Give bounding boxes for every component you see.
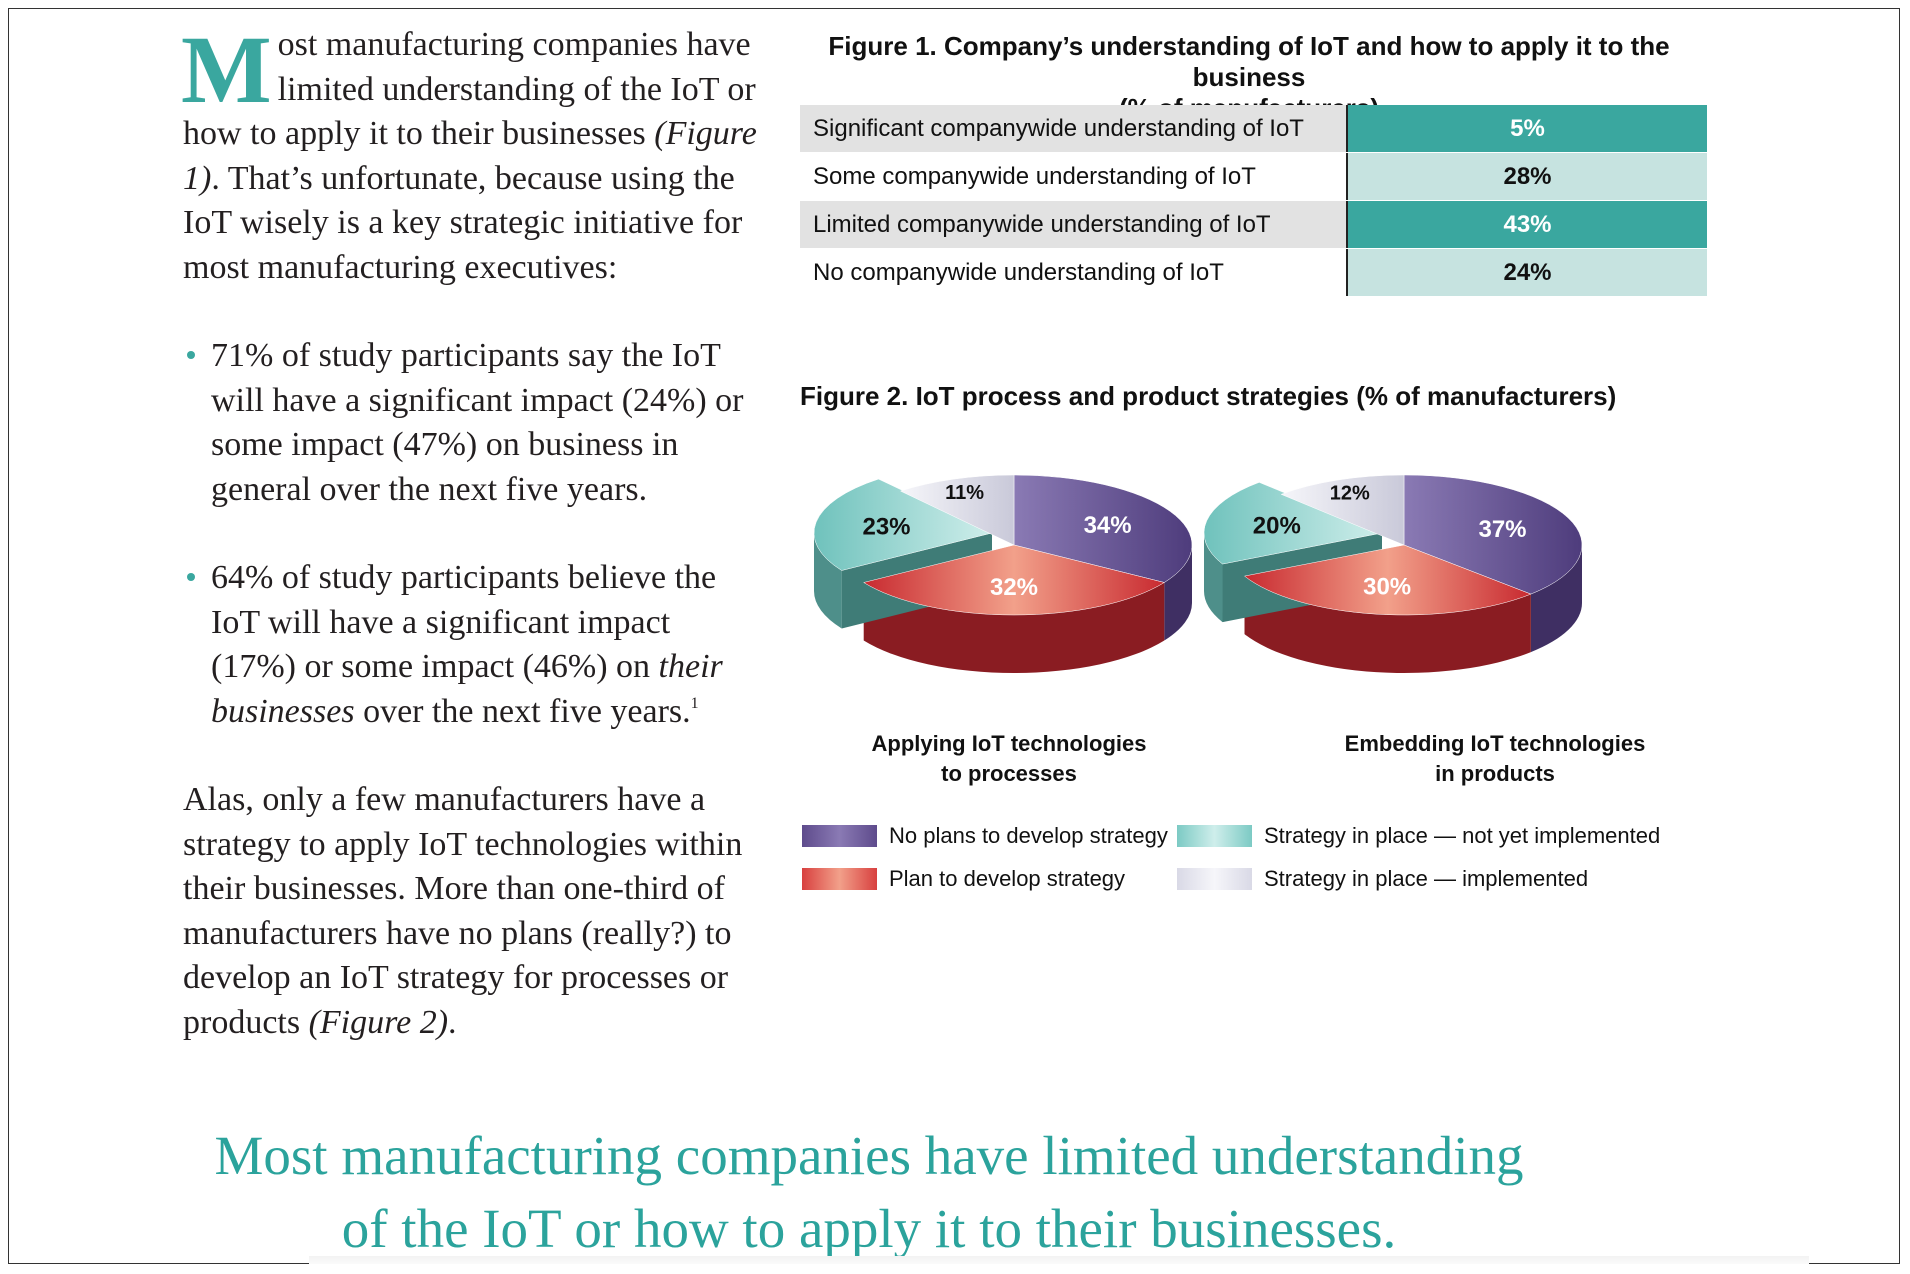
row-value: 28% [1348,153,1707,200]
pie-caption-products: Embedding IoT technologies in products [1315,729,1675,789]
row-label: Significant companywide understanding of… [800,105,1346,152]
table-row: Significant companywide understanding of… [800,105,1707,152]
footnote-marker: 1 [690,694,699,712]
bullet-text-end: over the next five years. [354,692,691,730]
legend-swatch-red [802,868,877,890]
figure-2-legend: No plans to develop strategy Strategy in… [802,823,1702,903]
pie-chart-products: 37% 30% 20% 12% [1203,474,1583,673]
pie-caption-processes: Applying IoT technologies to processes [829,729,1189,789]
legend-label: Strategy in place — implemented [1264,866,1589,891]
column-divider [1346,105,1348,152]
bullet-dot-icon [187,351,195,359]
legend-swatch-teal [1177,825,1252,847]
pie-label-red: 30% [1363,573,1411,600]
intro-text-start: ost manufacturing companies have limited… [183,26,756,152]
bullet-item: 71% of study participants say the IoT wi… [183,334,763,512]
pull-quote-line2: of the IoT or how to apply it to their b… [341,1198,1397,1259]
bottom-shadow [309,1256,1809,1264]
pie-caption-line1: Embedding IoT technologies [1344,731,1646,756]
bullet-text-start: 64% of study participants believe the Io… [211,559,717,685]
figure-2-reference: (Figure 2) [308,1003,449,1041]
pie-slice-teal [1203,482,1383,565]
pie-label-teal: 20% [1253,513,1301,540]
pie-label-purple: 34% [1084,512,1132,539]
row-value: 24% [1348,249,1707,296]
pie-label-purple: 37% [1478,516,1526,543]
column-divider [1346,249,1348,296]
pie-caption-line1: Applying IoT technologies [871,731,1147,756]
pie-slice-purple [1403,474,1583,595]
figure-2-title: Figure 2. IoT process and product strate… [800,381,1617,411]
pie-slice-teal [813,478,993,571]
pie-side-red [863,582,1165,673]
legend-swatch-purple [802,825,877,847]
figure-2-pie-charts: 34% 32% 23% 11% 37% 30% 20% 12% [813,474,1583,673]
row-label: Some companywide understanding of IoT [800,153,1346,200]
row-label: No companywide understanding of IoT [800,249,1346,296]
closing-text-start: Alas, only a few manufacturers have a st… [183,781,743,1041]
intro-text-end: . That’s unfortunate, because using the … [183,159,743,286]
pie-slice-red [863,544,1165,616]
pie-slice-red [1243,544,1532,616]
pie-label-teal: 23% [862,513,910,540]
drop-cap: M [181,16,272,123]
pie-caption-line2: in products [1435,761,1555,786]
pie-side-teal [1204,533,1223,623]
legend-swatch-grey [1177,868,1252,890]
bullet-dot-icon [187,573,195,581]
pie-slice-grey [1280,474,1405,546]
pie-caption-line2: to processes [941,761,1077,786]
pie-label-red: 32% [990,574,1038,601]
pie-chart-processes: 34% 32% 23% 11% [813,474,1193,673]
closing-text-end: . [448,1003,457,1041]
legend-label: Plan to develop strategy [889,866,1126,891]
legend-item: No plans to develop strategy [802,823,1168,849]
pie-label-grey: 12% [1330,483,1370,505]
pie-label-grey: 11% [945,482,984,504]
bullet-text: 71% of study participants say the IoT wi… [211,337,744,508]
row-value: 43% [1348,201,1707,248]
pie-side-purple [1530,545,1582,653]
figure-1-table: Significant companywide understanding of… [800,105,1707,297]
bullet-emphasis: their businesses [211,648,723,730]
column-divider [1346,201,1348,248]
pie-side-red [1244,576,1531,673]
pull-quote: Most manufacturing companies have limite… [9,1119,1729,1265]
legend-item: Strategy in place — implemented [1177,866,1588,892]
pull-quote-line1: Most manufacturing companies have limite… [214,1125,1524,1186]
pie-side-teal [814,533,842,629]
bullet-item: 64% of study participants believe the Io… [183,556,763,734]
figure-1-title-line1: Figure 1. Company’s understanding of IoT… [828,31,1670,92]
table-row: Some companywide understanding of IoT 28… [800,153,1707,200]
legend-item: Plan to develop strategy [802,866,1125,892]
legend-label: No plans to develop strategy [889,823,1168,848]
legend-item: Strategy in place — not yet implemented [1177,823,1660,849]
closing-paragraph: Alas, only a few manufacturers have a st… [183,778,763,1045]
legend-label: Strategy in place — not yet implemented [1264,823,1661,848]
table-row: No companywide understanding of IoT 24% [800,249,1707,296]
pie-slice-grey [899,474,1015,546]
row-label: Limited companywide understanding of IoT [800,201,1346,248]
pie-side-purple [1164,545,1192,641]
table-row: Limited companywide understanding of IoT… [800,201,1707,248]
column-divider [1346,153,1348,200]
figure-1-reference: (Figure 1) [183,115,757,197]
row-value: 5% [1348,105,1707,152]
pie-slice-purple [1013,474,1193,583]
